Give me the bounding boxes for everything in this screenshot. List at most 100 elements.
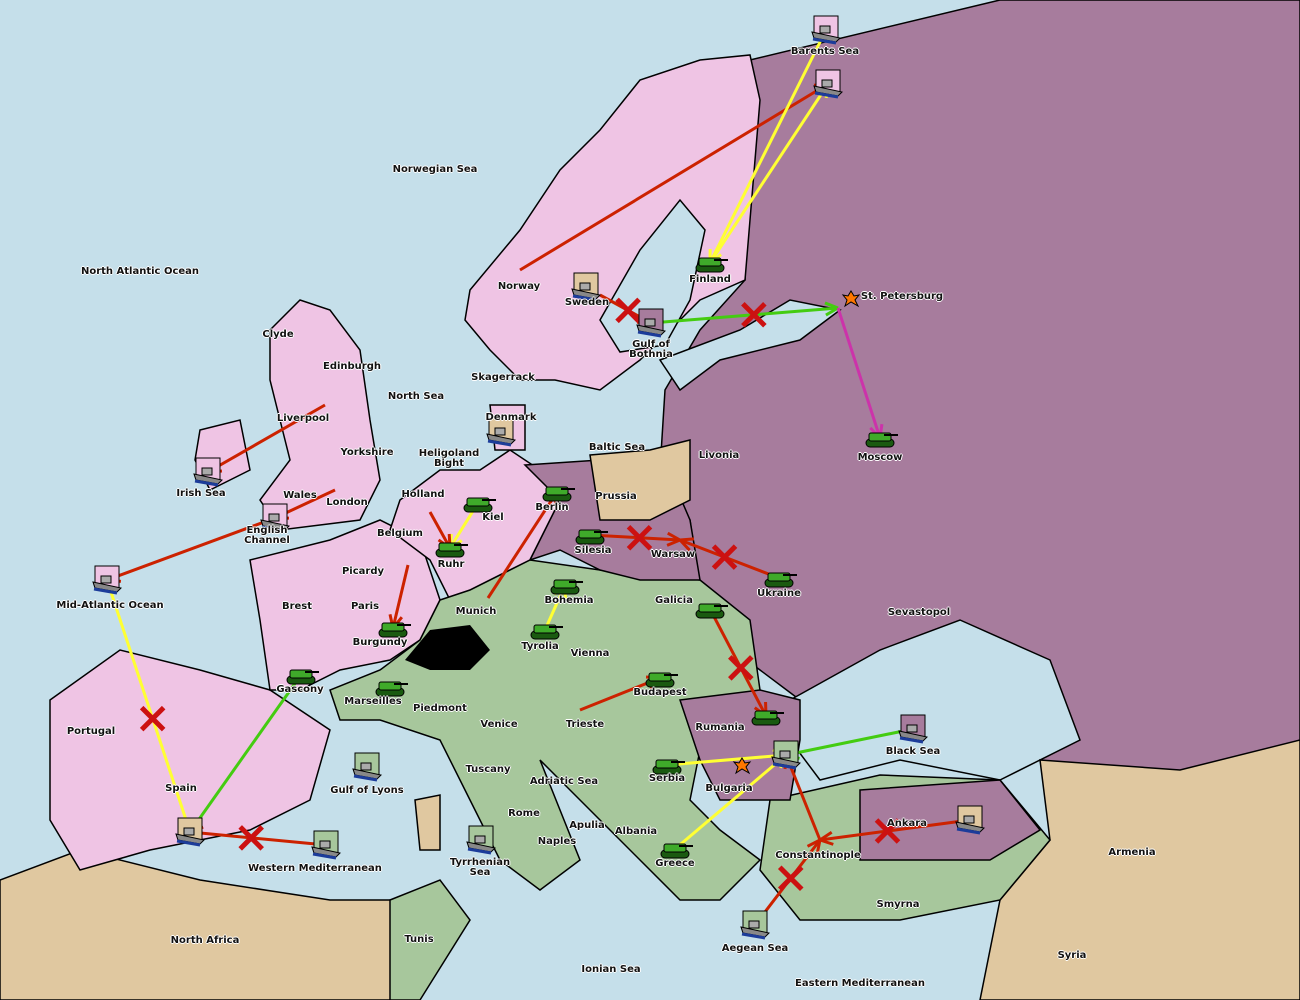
- province-label[interactable]: Clyde: [262, 329, 294, 340]
- province-label[interactable]: Ruhr: [437, 559, 465, 570]
- province-label[interactable]: Adriatic Sea: [529, 776, 599, 787]
- dislodged-explosion-icon: [732, 757, 752, 775]
- province-label[interactable]: Tuscany: [465, 764, 511, 775]
- province-label[interactable]: Rome: [508, 808, 540, 819]
- ship-waterline: [814, 91, 839, 99]
- province-label[interactable]: Irish Sea: [176, 488, 226, 499]
- province-label[interactable]: Bohemia: [544, 595, 594, 606]
- ship-bridge: [906, 724, 918, 733]
- province-label[interactable]: Serbia: [648, 773, 686, 784]
- ship-bridge: [644, 318, 656, 327]
- province-label[interactable]: Wales: [283, 490, 317, 501]
- province-label[interactable]: Barents Sea: [790, 46, 860, 57]
- province-label[interactable]: Livonia: [698, 450, 740, 461]
- failed-order-x-icon: [139, 705, 166, 732]
- province-label[interactable]: English Channel: [244, 525, 290, 546]
- province-label[interactable]: Kiel: [482, 512, 504, 523]
- ship-bridge: [748, 920, 760, 929]
- province-label[interactable]: Bulgaria: [705, 783, 753, 794]
- province-label[interactable]: Sweden: [564, 297, 610, 308]
- province-label[interactable]: Syria: [1057, 950, 1087, 961]
- province-label[interactable]: Gulf of Lyons: [330, 785, 404, 796]
- province-label[interactable]: Belgium: [377, 528, 423, 539]
- province-label[interactable]: Ukraine: [757, 588, 801, 599]
- province-label[interactable]: Black Sea: [885, 746, 941, 757]
- province-label[interactable]: Burgundy: [352, 637, 408, 648]
- province-label[interactable]: Spain: [165, 783, 197, 794]
- province-label[interactable]: Heligoland Bight: [418, 448, 480, 469]
- failed-order-x-icon: [874, 818, 901, 844]
- province-label[interactable]: Ankara: [887, 818, 927, 829]
- fleet-ship-icon: [466, 835, 497, 855]
- province-label[interactable]: Yorkshire: [340, 447, 394, 458]
- fleet-ship-icon: [636, 318, 667, 338]
- order-move-line: [428, 511, 452, 549]
- province-label[interactable]: St. Petersburg: [860, 291, 944, 302]
- province-label[interactable]: Galicia: [655, 595, 693, 606]
- province-label[interactable]: Mid-Atlantic Ocean: [56, 600, 164, 611]
- army-tank-icon: [542, 486, 575, 502]
- province-label[interactable]: Aegean Sea: [721, 943, 789, 954]
- province-label[interactable]: Constantinople: [775, 850, 861, 861]
- fleet-ship-icon: [486, 427, 517, 447]
- province-label[interactable]: Naples: [537, 836, 577, 847]
- army-tank-icon: [865, 432, 898, 448]
- dislodged-explosion-icon: [841, 290, 861, 308]
- province-label[interactable]: Brest: [281, 601, 313, 612]
- province-label[interactable]: Armenia: [1108, 847, 1156, 858]
- province-label[interactable]: Greece: [655, 858, 695, 869]
- province-label[interactable]: London: [326, 497, 368, 508]
- province-label[interactable]: North Sea: [387, 391, 445, 402]
- province-label[interactable]: Western Mediterranean: [248, 863, 382, 874]
- province-label[interactable]: Finland: [689, 274, 731, 285]
- order-convoy-line: [785, 727, 914, 757]
- province-label[interactable]: Rumania: [695, 722, 745, 733]
- province-label[interactable]: Sevastopol: [887, 607, 951, 618]
- province-label[interactable]: Silesia: [574, 545, 612, 556]
- province-label[interactable]: Baltic Sea: [588, 442, 646, 453]
- province-label[interactable]: Munich: [455, 606, 497, 617]
- province-label[interactable]: Vienna: [570, 648, 610, 659]
- province-label[interactable]: Piedmont: [413, 703, 467, 714]
- territory-russia_turkey: [659, 0, 1300, 781]
- province-label[interactable]: Apulia: [569, 820, 605, 831]
- province-label[interactable]: Venice: [480, 719, 518, 730]
- province-label[interactable]: Berlin: [535, 502, 569, 513]
- province-label[interactable]: Warsaw: [650, 549, 696, 560]
- province-label[interactable]: Edinburgh: [322, 361, 382, 372]
- province-label[interactable]: Holland: [401, 489, 445, 500]
- province-label[interactable]: Paris: [350, 601, 380, 612]
- province-label[interactable]: North Africa: [170, 935, 240, 946]
- order-move-line: [784, 754, 822, 841]
- army-tank-icon: [660, 843, 693, 859]
- province-label[interactable]: Prussia: [595, 491, 637, 502]
- province-label[interactable]: North Atlantic Ocean: [80, 266, 200, 277]
- province-label[interactable]: Tyrolia: [521, 641, 559, 652]
- province-label[interactable]: Skagerrack: [471, 372, 535, 383]
- ship-bridge: [360, 762, 372, 771]
- province-label[interactable]: Tunis: [404, 934, 434, 945]
- arrowhead: [819, 831, 833, 842]
- province-label[interactable]: Moscow: [857, 452, 903, 463]
- province-label[interactable]: Ionian Sea: [581, 964, 641, 975]
- province-label[interactable]: Portugal: [66, 726, 116, 737]
- province-label[interactable]: Eastern Mediterranean: [795, 978, 925, 989]
- province-label[interactable]: Albania: [614, 826, 658, 837]
- fleet-ship-icon: [811, 25, 842, 45]
- province-label[interactable]: Norway: [497, 281, 541, 292]
- province-label[interactable]: Norwegian Sea: [392, 164, 478, 175]
- province-label[interactable]: Marseilles: [344, 696, 402, 707]
- province-label[interactable]: Trieste: [565, 719, 605, 730]
- fleet-ship-icon: [955, 815, 986, 835]
- province-label[interactable]: Tyrrhenian Sea: [449, 857, 511, 878]
- province-label[interactable]: Budapest: [633, 687, 687, 698]
- province-label[interactable]: Denmark: [485, 412, 537, 423]
- fleet-ship-icon: [898, 724, 929, 744]
- province-label[interactable]: Picardy: [341, 566, 385, 577]
- province-label[interactable]: Gascony: [276, 684, 324, 695]
- fleet-ship-icon: [771, 750, 802, 770]
- province-label[interactable]: Liverpool: [276, 413, 330, 424]
- province-label[interactable]: Smyrna: [876, 899, 920, 910]
- province-label[interactable]: Gulf of Bothnia: [629, 339, 673, 360]
